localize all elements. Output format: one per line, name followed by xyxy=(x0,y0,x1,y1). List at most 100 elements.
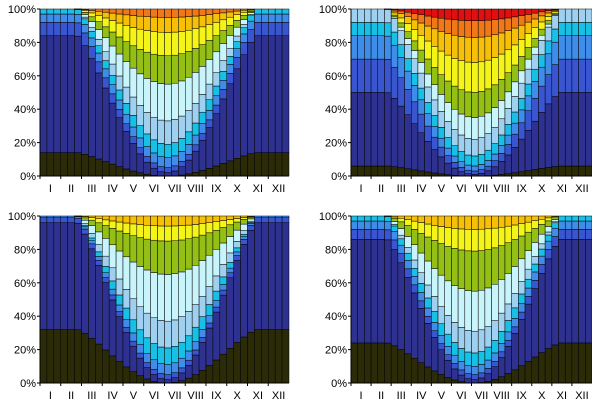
bar-segment xyxy=(504,17,512,31)
bar-segment xyxy=(150,116,158,141)
bar-segment xyxy=(431,115,439,127)
bar-segment xyxy=(451,19,459,36)
bar-segment xyxy=(67,22,75,36)
bar-segment xyxy=(544,215,553,219)
bar-segment xyxy=(247,20,255,30)
bar-segment xyxy=(578,92,586,167)
bar-segment xyxy=(178,8,186,18)
bar-segment xyxy=(437,146,445,158)
bar-segment xyxy=(498,118,506,136)
bar-segment xyxy=(538,264,546,274)
bar-segment xyxy=(431,67,439,85)
bar-segment xyxy=(191,48,200,73)
bar-segment xyxy=(504,373,512,384)
bar-segment xyxy=(212,85,221,97)
bar-segment xyxy=(212,215,221,222)
bar-segment xyxy=(350,342,358,384)
bar-segment xyxy=(444,80,452,103)
bar-segment xyxy=(511,133,519,148)
bar-segment xyxy=(498,145,506,154)
bar-segment xyxy=(431,16,439,30)
bar-segment xyxy=(544,16,553,21)
bar-segment xyxy=(115,304,124,312)
bar-segment xyxy=(370,342,379,384)
bar-segment xyxy=(431,322,439,331)
bar-segment xyxy=(451,167,459,176)
bar-segment xyxy=(178,53,186,82)
bar-segment xyxy=(178,115,186,139)
bar-segment xyxy=(424,102,432,114)
bar-segment xyxy=(350,35,358,60)
bar-segment xyxy=(219,284,228,291)
bar-segment xyxy=(150,16,158,32)
bar-segment xyxy=(437,137,445,148)
bar-segment xyxy=(544,12,553,17)
x-tick-label: IV xyxy=(416,183,427,195)
x-tick-label: V xyxy=(438,183,446,195)
bar-segment xyxy=(564,229,573,240)
bar-segment xyxy=(205,168,214,177)
bar-segment xyxy=(81,18,89,25)
y-tick-label: 40% xyxy=(325,104,347,116)
bar-segment xyxy=(95,21,103,30)
x-tick-label: XI xyxy=(253,183,263,195)
bar-segment xyxy=(81,8,89,10)
bar-segment xyxy=(538,21,546,30)
bar-segment xyxy=(424,297,432,309)
bar-segment xyxy=(551,8,559,10)
bar-segment xyxy=(464,378,472,383)
bar-segment xyxy=(281,215,290,218)
bar-segment xyxy=(518,70,526,84)
bar-segment xyxy=(411,40,419,51)
bar-segment xyxy=(115,89,124,101)
bar-segment xyxy=(274,35,283,153)
bar-segment xyxy=(185,359,193,366)
bar-segment xyxy=(122,131,131,170)
bar-segment xyxy=(491,19,499,36)
bar-segment xyxy=(377,229,385,240)
bar-segment xyxy=(157,363,165,374)
bar-segment xyxy=(518,138,526,172)
bar-segment xyxy=(531,263,539,273)
bar-segment xyxy=(129,345,138,372)
bar-segment xyxy=(491,107,499,128)
bar-segment xyxy=(457,348,466,362)
bar-segment xyxy=(451,145,459,157)
bar-segment xyxy=(471,352,479,367)
bar-segment xyxy=(254,22,262,36)
bar-segment xyxy=(544,20,553,25)
bar-segment xyxy=(370,229,379,240)
bar-segment xyxy=(357,35,365,60)
bar-segment xyxy=(268,329,276,384)
bar-segment xyxy=(524,110,532,131)
bar-segment xyxy=(444,18,452,34)
x-tick-label: XII xyxy=(575,390,588,402)
bar-segment xyxy=(350,8,358,23)
bar-segment xyxy=(364,35,372,60)
bar-segment xyxy=(511,27,519,46)
bar-segment xyxy=(205,99,214,111)
bar-segment xyxy=(157,143,165,157)
bar-segment xyxy=(531,98,539,122)
bar-segment xyxy=(518,215,526,224)
bar-segment xyxy=(150,359,158,370)
bar-segment xyxy=(397,8,405,12)
bar-segment xyxy=(136,153,145,174)
bar-segment xyxy=(157,273,165,321)
bar-segment xyxy=(377,58,385,93)
bar-segment xyxy=(205,327,214,366)
bar-segment xyxy=(240,33,248,43)
bar-segment xyxy=(122,331,131,368)
bar-segment xyxy=(136,375,145,384)
bar-segment xyxy=(274,152,283,177)
bar-segment xyxy=(370,22,379,36)
bar-segment xyxy=(558,165,566,177)
bar-segment xyxy=(226,47,234,57)
bar-segment xyxy=(88,8,96,11)
bar-segment xyxy=(491,160,499,168)
bar-segment xyxy=(377,342,385,384)
bar-segment xyxy=(397,167,405,177)
bar-segment xyxy=(122,103,131,115)
bar-segment xyxy=(219,264,228,278)
bar-segment xyxy=(411,284,419,294)
